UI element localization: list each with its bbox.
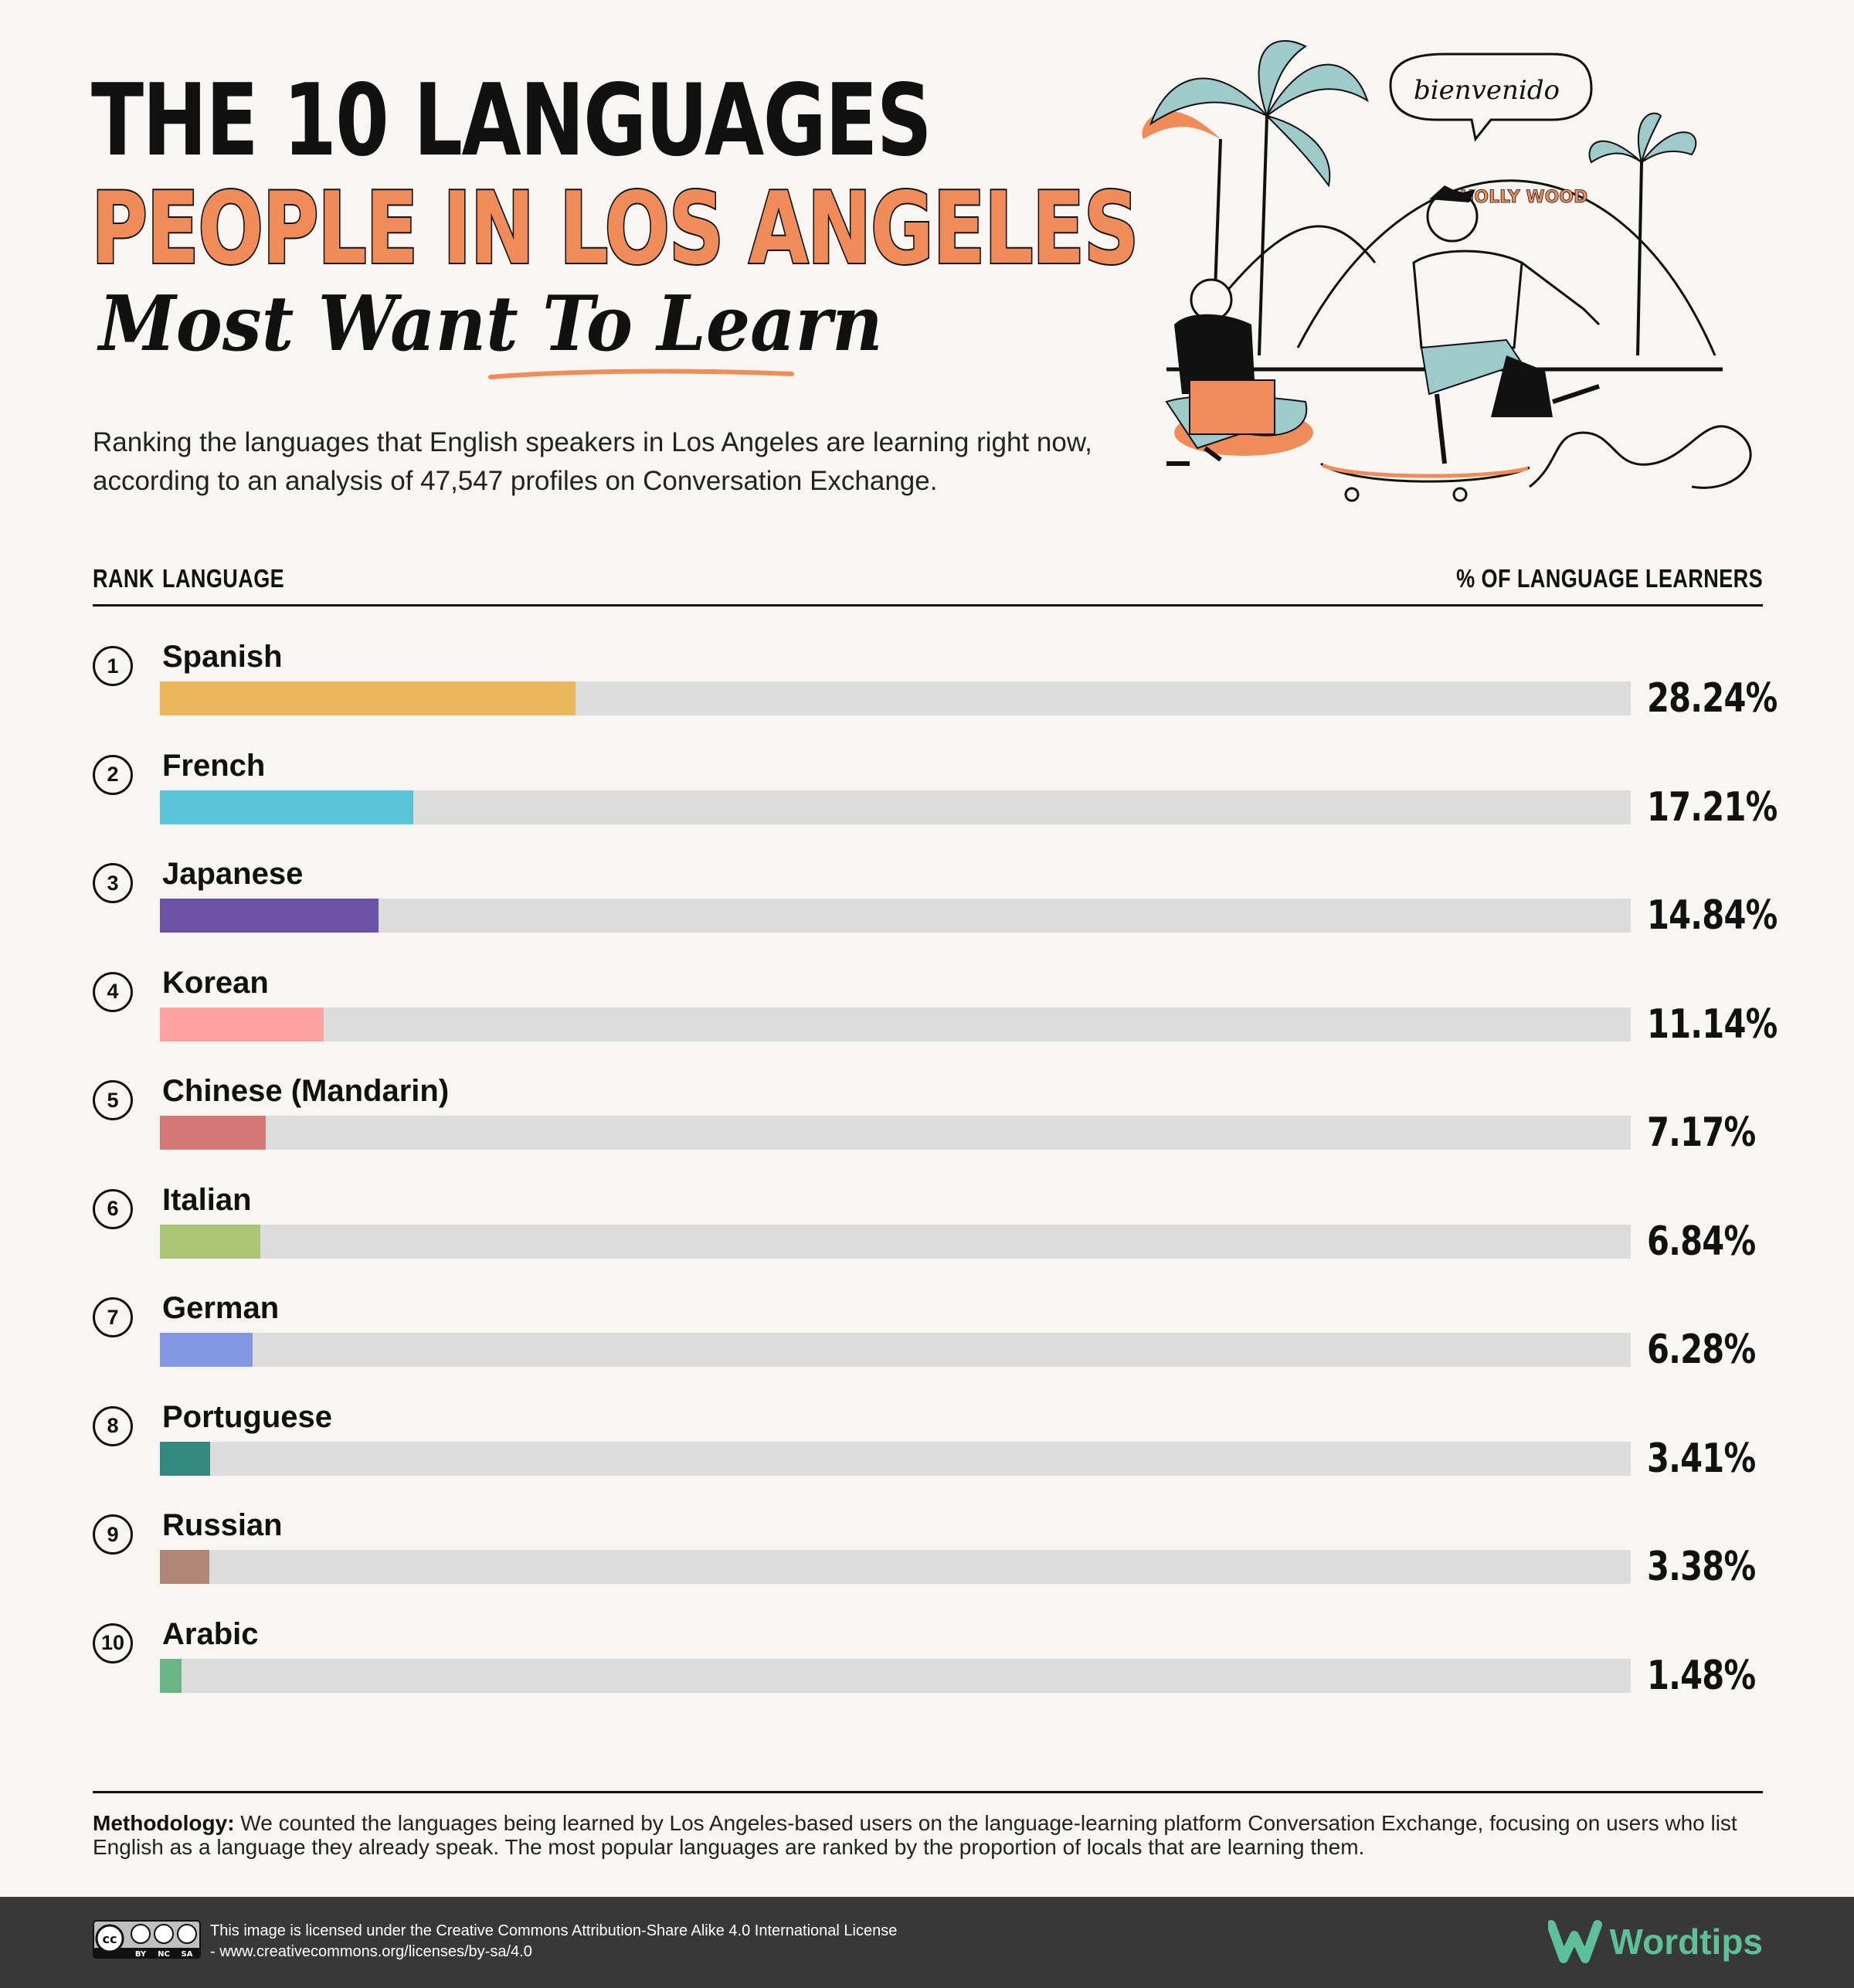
language-label: Portuguese: [162, 1399, 333, 1434]
value-label: 7.17%: [1647, 1110, 1756, 1156]
value-label: 11.14%: [1647, 1001, 1778, 1048]
skateboarder-icon: [1320, 185, 1601, 502]
language-label: Chinese (Mandarin): [162, 1074, 450, 1108]
value-label: 17.21%: [1647, 783, 1778, 831]
footer: cc BY NC SA This image is licensed under…: [0, 1897, 1854, 1988]
bar: [160, 1550, 210, 1584]
value-label: 3.41%: [1647, 1435, 1756, 1482]
chart-row: 6 Italian 6.84%: [0, 1182, 1854, 1294]
language-label: Korean: [162, 965, 269, 1000]
value-label: 3.38%: [1647, 1544, 1756, 1590]
rank-badge: 2: [93, 754, 133, 795]
value-label: 1.48%: [1647, 1652, 1756, 1699]
methodology-text: We counted the languages being learned b…: [93, 1811, 1737, 1859]
rank-badge: 7: [93, 1297, 133, 1337]
bar: [160, 1007, 324, 1042]
language-label: Spanish: [162, 640, 283, 674]
chart-row: 2 French 17.21%: [0, 748, 1854, 860]
language-label: Italian: [162, 1182, 252, 1217]
language-label: Russian: [162, 1508, 283, 1542]
chart-row: 8 Portuguese 3.41%: [0, 1399, 1854, 1511]
language-label: Japanese: [162, 857, 304, 891]
person-with-laptop-icon: [1165, 278, 1313, 466]
bar-track: [160, 1441, 1631, 1476]
bar: [160, 1441, 210, 1476]
sa-icon: SA: [182, 1950, 193, 1959]
bar: [160, 899, 379, 933]
bar: [160, 1224, 261, 1259]
by-icon: BY: [135, 1950, 147, 1959]
rank-badge: 6: [93, 1188, 133, 1229]
rank-badge: 9: [93, 1514, 133, 1555]
speech-bubble: bienvenido: [1389, 53, 1593, 142]
bar: [160, 681, 576, 715]
palm-tree-icon: [1142, 39, 1697, 356]
los-angeles-illustration: bienvenido HOLLY WOOD: [1142, 39, 1752, 502]
methodology-note: Methodology: We counted the languages be…: [93, 1811, 1769, 1859]
bar-track: [160, 1116, 1631, 1150]
chart-row: 1 Spanish 28.24%: [0, 640, 1854, 751]
chart-row: 7 German 6.28%: [0, 1291, 1854, 1402]
chart-row: 4 Korean 11.14%: [0, 965, 1854, 1077]
column-header-percent: % OF LANGUAGE LEARNERS: [1456, 564, 1763, 593]
hollywood-sign: HOLLY WOOD: [1460, 188, 1587, 207]
rank-badge: 5: [93, 1080, 133, 1120]
ranking-chart: 1 Spanish 28.24% 2 French 17.21% 3 Japanese 14.8…: [0, 640, 1854, 1728]
bar-track: [160, 681, 1631, 715]
bar-track: [160, 1333, 1631, 1367]
value-label: 6.84%: [1647, 1218, 1756, 1265]
speech-bubble-text: bienvenido: [1414, 75, 1560, 106]
methodology-label: Methodology:: [93, 1811, 235, 1835]
language-label: French: [162, 748, 266, 783]
bar: [160, 1333, 253, 1367]
chart-row: 5 Chinese (Mandarin) 7.17%: [0, 1074, 1854, 1185]
cc-icon: cc: [103, 1932, 117, 1946]
chart-row: 3 Japanese 14.84%: [0, 857, 1854, 968]
bar-track: [160, 1550, 1631, 1584]
rank-badge: 1: [93, 646, 133, 686]
license-text: This image is licensed under the Creativ…: [210, 1922, 898, 1960]
brand-name: Wordtips: [1609, 1922, 1763, 1962]
value-label: 28.24%: [1647, 675, 1778, 722]
bar-track: [160, 790, 1631, 824]
column-header-rank: RANK: [93, 564, 154, 593]
brand-logo[interactable]: Wordtips: [1547, 1918, 1763, 1965]
bar-track: [160, 899, 1631, 933]
methodology-divider: [93, 1791, 1763, 1793]
bar-track: [160, 1658, 1631, 1693]
nc-icon: NC: [158, 1950, 170, 1959]
bar-track: [160, 1224, 1631, 1259]
bar: [160, 790, 413, 824]
creative-commons-badge[interactable]: cc BY NC SA: [93, 1920, 201, 1959]
title-line-1: THE 10 LANGUAGES: [91, 63, 932, 178]
title-underline: [488, 369, 794, 379]
title-line-2: PEOPLE IN LOS ANGELES: [90, 170, 1140, 288]
rank-badge: 8: [93, 1405, 133, 1446]
rank-badge: 4: [93, 971, 133, 1012]
language-label: German: [162, 1291, 280, 1325]
bar: [160, 1116, 266, 1150]
column-header-language: LANGUAGE: [162, 564, 285, 593]
header-divider: [93, 604, 1763, 607]
wordtips-logo-icon: [1547, 1920, 1602, 1963]
chart-row: 10 Arabic 1.48%: [0, 1616, 1854, 1728]
value-label: 14.84%: [1647, 892, 1778, 939]
bar-track: [160, 1007, 1631, 1042]
title-line-3: Most Want To Learn: [99, 280, 883, 369]
value-label: 6.28%: [1647, 1327, 1756, 1373]
chart-row: 9 Russian 3.38%: [0, 1508, 1854, 1619]
bar: [160, 1658, 182, 1693]
subtitle: Ranking the languages that English speak…: [93, 427, 1092, 496]
rank-badge: 10: [93, 1623, 133, 1663]
rank-badge: 3: [93, 863, 133, 903]
language-label: Arabic: [162, 1616, 259, 1651]
